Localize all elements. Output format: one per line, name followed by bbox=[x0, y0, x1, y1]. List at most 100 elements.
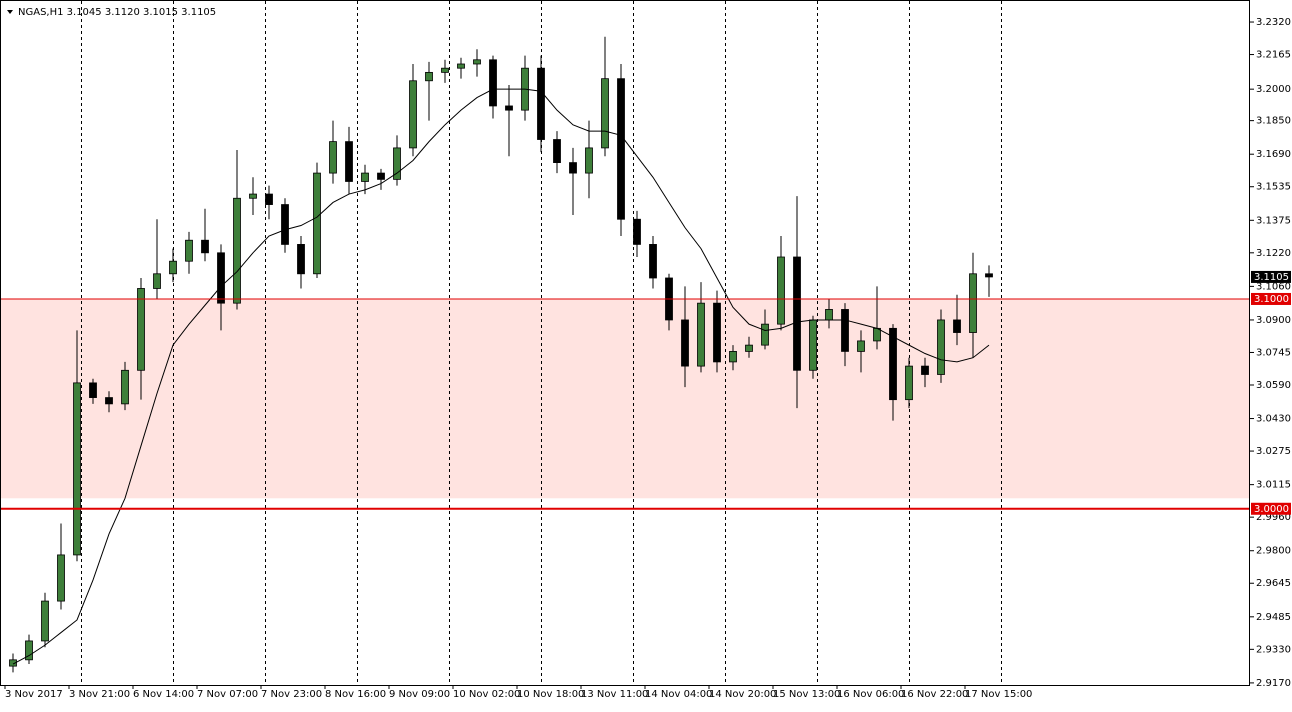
y-tick-label: 3.0430 bbox=[1256, 414, 1291, 425]
y-tick-label: 2.9330 bbox=[1256, 644, 1291, 655]
menu-arrow[interactable] bbox=[7, 10, 13, 14]
x-tick-label: 14 Nov 20:00 bbox=[709, 689, 776, 700]
last-price-box bbox=[1251, 270, 1291, 283]
candle-body bbox=[681, 319, 689, 367]
candle-body bbox=[313, 172, 321, 275]
price-level-label: 3.0000 bbox=[1254, 504, 1289, 515]
candle-body bbox=[585, 147, 593, 174]
candle-body bbox=[841, 309, 849, 352]
candle-body bbox=[697, 302, 705, 367]
candle-body bbox=[361, 172, 369, 182]
candle-body bbox=[233, 197, 241, 304]
candle-body bbox=[713, 302, 721, 363]
candles bbox=[1, 36, 1250, 673]
candle-body bbox=[857, 340, 865, 352]
candle-body bbox=[89, 382, 97, 398]
candle-body bbox=[73, 382, 81, 556]
candle-body bbox=[57, 554, 65, 602]
candle-body bbox=[633, 218, 641, 245]
y-tick-label: 3.0115 bbox=[1256, 480, 1291, 491]
x-tick-label: 7 Nov 07:00 bbox=[197, 689, 258, 700]
support-zone bbox=[1, 298, 1250, 499]
x-tick-label: 10 Nov 02:00 bbox=[453, 689, 520, 700]
y-tick-label: 3.1535 bbox=[1256, 182, 1291, 193]
x-tick-label: 3 Nov 21:00 bbox=[69, 689, 130, 700]
candle-body bbox=[329, 141, 337, 174]
last-price-label: 3.1105 bbox=[1254, 272, 1289, 283]
day-separators bbox=[81, 1, 1002, 685]
y-tick-label: 3.1850 bbox=[1256, 116, 1291, 127]
price-level-label: 3.1000 bbox=[1254, 294, 1289, 305]
candle-body bbox=[137, 288, 145, 371]
candle-body bbox=[601, 78, 609, 149]
candle-body bbox=[953, 319, 961, 333]
y-tick-label: 3.1060 bbox=[1256, 281, 1291, 292]
moving-average bbox=[12, 88, 990, 665]
y-tick-label: 2.9800 bbox=[1256, 546, 1291, 557]
candle-body bbox=[617, 78, 625, 220]
candle-body bbox=[825, 309, 833, 321]
candle-body bbox=[441, 67, 449, 73]
candle-body bbox=[905, 365, 913, 401]
x-tick-label: 9 Nov 09:00 bbox=[389, 689, 450, 700]
candle-body bbox=[25, 640, 33, 661]
candle-body bbox=[265, 193, 273, 205]
y-tick-label: 3.2000 bbox=[1256, 84, 1291, 95]
chart-title: NGAS,H1 3.1045 3.1120 3.1015 3.1105 bbox=[18, 7, 216, 18]
x-tick-label: 13 Nov 11:00 bbox=[581, 689, 648, 700]
candle-body bbox=[873, 327, 881, 342]
candle-body bbox=[297, 244, 305, 275]
price-level-box bbox=[1251, 292, 1291, 305]
x-tick-label: 16 Nov 06:00 bbox=[837, 689, 904, 700]
x-tick-label: 15 Nov 13:00 bbox=[773, 689, 840, 700]
candle-body bbox=[537, 67, 545, 140]
candle-body bbox=[569, 162, 577, 174]
candle-body bbox=[793, 256, 801, 371]
candle-body bbox=[121, 369, 129, 405]
y-tick-label: 3.2165 bbox=[1256, 50, 1291, 61]
candle-body bbox=[937, 319, 945, 375]
y-tick-label: 3.0275 bbox=[1256, 446, 1291, 457]
candle-body bbox=[185, 239, 193, 262]
x-tick-label: 14 Nov 04:00 bbox=[645, 689, 712, 700]
candle-body bbox=[41, 600, 49, 642]
y-tick-label: 2.9170 bbox=[1256, 678, 1291, 689]
plot-border bbox=[0, 0, 1250, 686]
candle-body bbox=[409, 80, 417, 149]
x-tick-label: 3 Nov 2017 bbox=[5, 689, 63, 700]
candle-body bbox=[457, 63, 465, 69]
x-tick-label: 8 Nov 16:00 bbox=[325, 689, 386, 700]
candle-body bbox=[729, 351, 737, 363]
candle-body bbox=[281, 204, 289, 245]
candle-body bbox=[809, 319, 817, 371]
candle-body bbox=[377, 172, 385, 180]
candle-body bbox=[425, 71, 433, 82]
candle-body bbox=[921, 365, 929, 375]
y-tick-label: 3.2320 bbox=[1256, 17, 1291, 28]
axes: 3.2320 3.2165 3.2000 3.1850 3.1690 3.1535 3.13… bbox=[4, 17, 1291, 700]
candle-body bbox=[745, 344, 753, 352]
candle-body bbox=[9, 659, 17, 667]
candle-body bbox=[489, 59, 497, 107]
candle-body bbox=[169, 260, 177, 275]
x-tick-label: 6 Nov 14:00 bbox=[133, 689, 194, 700]
x-tick-label: 16 Nov 22:00 bbox=[901, 689, 968, 700]
y-tick-label: 3.1690 bbox=[1256, 149, 1291, 160]
candle-body bbox=[105, 397, 113, 405]
y-tick-label: 3.1375 bbox=[1256, 215, 1291, 226]
candle-body bbox=[153, 273, 161, 289]
candle-body bbox=[249, 193, 257, 199]
y-tick-label: 3.0900 bbox=[1256, 315, 1291, 326]
candle-body bbox=[553, 139, 561, 163]
x-tick-label: 7 Nov 23:00 bbox=[261, 689, 322, 700]
x-tick-label: 10 Nov 18:00 bbox=[517, 689, 584, 700]
price-level-box bbox=[1251, 502, 1291, 515]
x-tick-label: 17 Nov 15:00 bbox=[965, 689, 1032, 700]
y-tick-label: 3.0590 bbox=[1256, 380, 1291, 391]
candle-body bbox=[217, 252, 225, 304]
candle-body bbox=[649, 244, 657, 279]
y-tick-label: 2.9485 bbox=[1256, 612, 1291, 623]
y-tick-label: 3.0745 bbox=[1256, 347, 1291, 358]
